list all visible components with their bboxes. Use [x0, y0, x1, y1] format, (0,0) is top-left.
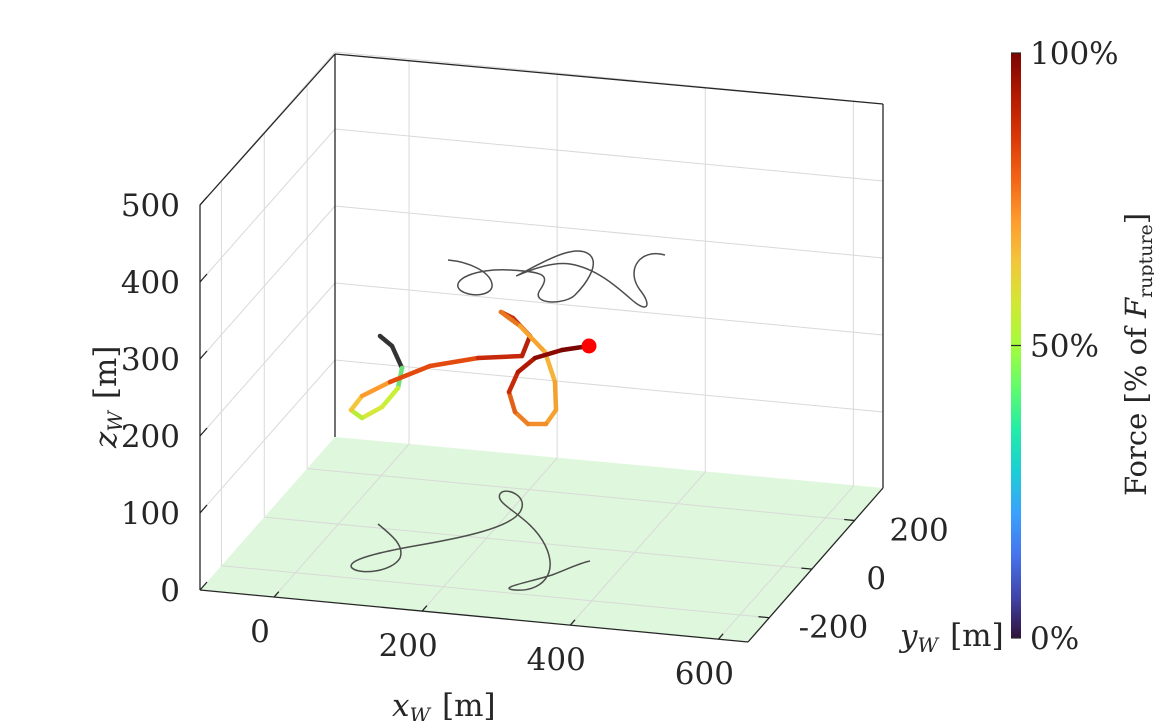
trajectory-segment [542, 349, 558, 385]
trajectory-segment [475, 353, 525, 361]
trajectory-segment [359, 404, 385, 421]
x-tick [273, 591, 280, 598]
x-axis-label: xW [m] [392, 688, 496, 721]
x-tick [421, 605, 428, 612]
trajectory-shadow-top [447, 250, 666, 308]
trajectory-segment [379, 385, 401, 410]
trajectory-segment [377, 333, 395, 349]
z-tick-label: 0 [160, 573, 180, 609]
x-tick [717, 633, 724, 640]
z-gridline [199, 128, 336, 283]
trajectory-segment [506, 369, 521, 395]
trajectory-endpoint [581, 338, 597, 354]
z-gridline [199, 282, 336, 437]
z-axis-label: zW[m] [88, 346, 127, 450]
y-axis-label: yW [m] [898, 618, 1004, 657]
trajectory-segment [498, 309, 523, 329]
y-tick [801, 567, 813, 570]
z-gridline [199, 205, 336, 360]
trajectory-shadows [350, 250, 666, 591]
trajectory-segment [387, 363, 433, 385]
z-tick [199, 504, 208, 514]
x-tick-label: 200 [379, 628, 438, 664]
trajectory-segment [427, 355, 481, 369]
y-tick-label: 0 [866, 561, 886, 597]
trajectory-segment [348, 407, 365, 421]
colorbar-tick-label: 50% [1030, 329, 1099, 365]
x-gridline [421, 457, 558, 612]
x-tick-label: 0 [250, 614, 270, 650]
z-tick [199, 196, 208, 206]
z-gridline [334, 282, 884, 336]
trajectory-segment [519, 333, 533, 359]
y-gridline [264, 516, 813, 570]
trajectory-segment [552, 379, 559, 413]
y-tick [758, 616, 770, 619]
z-tick [199, 581, 208, 591]
z-tick-label: 100 [121, 496, 180, 532]
trajectory-shadow-bottom [350, 490, 591, 591]
colorbar-tick-label: 100% [1030, 36, 1119, 72]
x-tick-label: 400 [527, 642, 586, 678]
z-tick-label: 400 [121, 265, 180, 301]
colorbar-label: Force [% of Frupture] [1119, 213, 1154, 496]
z-tick [199, 350, 208, 360]
y-tick [844, 518, 856, 522]
y-gridline [307, 468, 856, 522]
y-tick-label: -200 [799, 610, 869, 646]
trajectory [348, 309, 592, 427]
trajectory-segment [348, 393, 365, 413]
z-gridline [334, 359, 884, 413]
trajectory-segment [532, 347, 565, 361]
colorbar-tick-label: 0% [1030, 621, 1079, 657]
trajectory-segment [389, 343, 405, 371]
axes-box [199, 53, 884, 643]
z-tick-label: 300 [121, 342, 180, 378]
trajectory-segment [506, 389, 518, 415]
gridlines [199, 51, 884, 640]
z-tick [199, 273, 208, 283]
z-gridline [199, 359, 336, 514]
z-tick [199, 427, 208, 437]
trajectory-segment [512, 409, 531, 427]
y-tick-label: 200 [890, 513, 949, 549]
y-gridline [221, 565, 770, 619]
z-tick-label: 500 [121, 188, 180, 224]
trajectory-segment [515, 355, 538, 375]
trajectory-segment [359, 379, 393, 399]
x-tick [569, 619, 576, 626]
z-tick-label: 200 [121, 419, 180, 455]
colorbar-ticks: 0% 50% 100% [1011, 36, 1119, 657]
trajectory-segment [517, 323, 548, 355]
x-gridline [569, 471, 706, 626]
z-gridline [334, 205, 884, 259]
x-gridline [273, 443, 410, 598]
z-gridline [334, 128, 884, 182]
x-tick-label: 600 [675, 656, 734, 692]
x-gridline [718, 485, 854, 640]
trajectory-segment [543, 407, 559, 427]
